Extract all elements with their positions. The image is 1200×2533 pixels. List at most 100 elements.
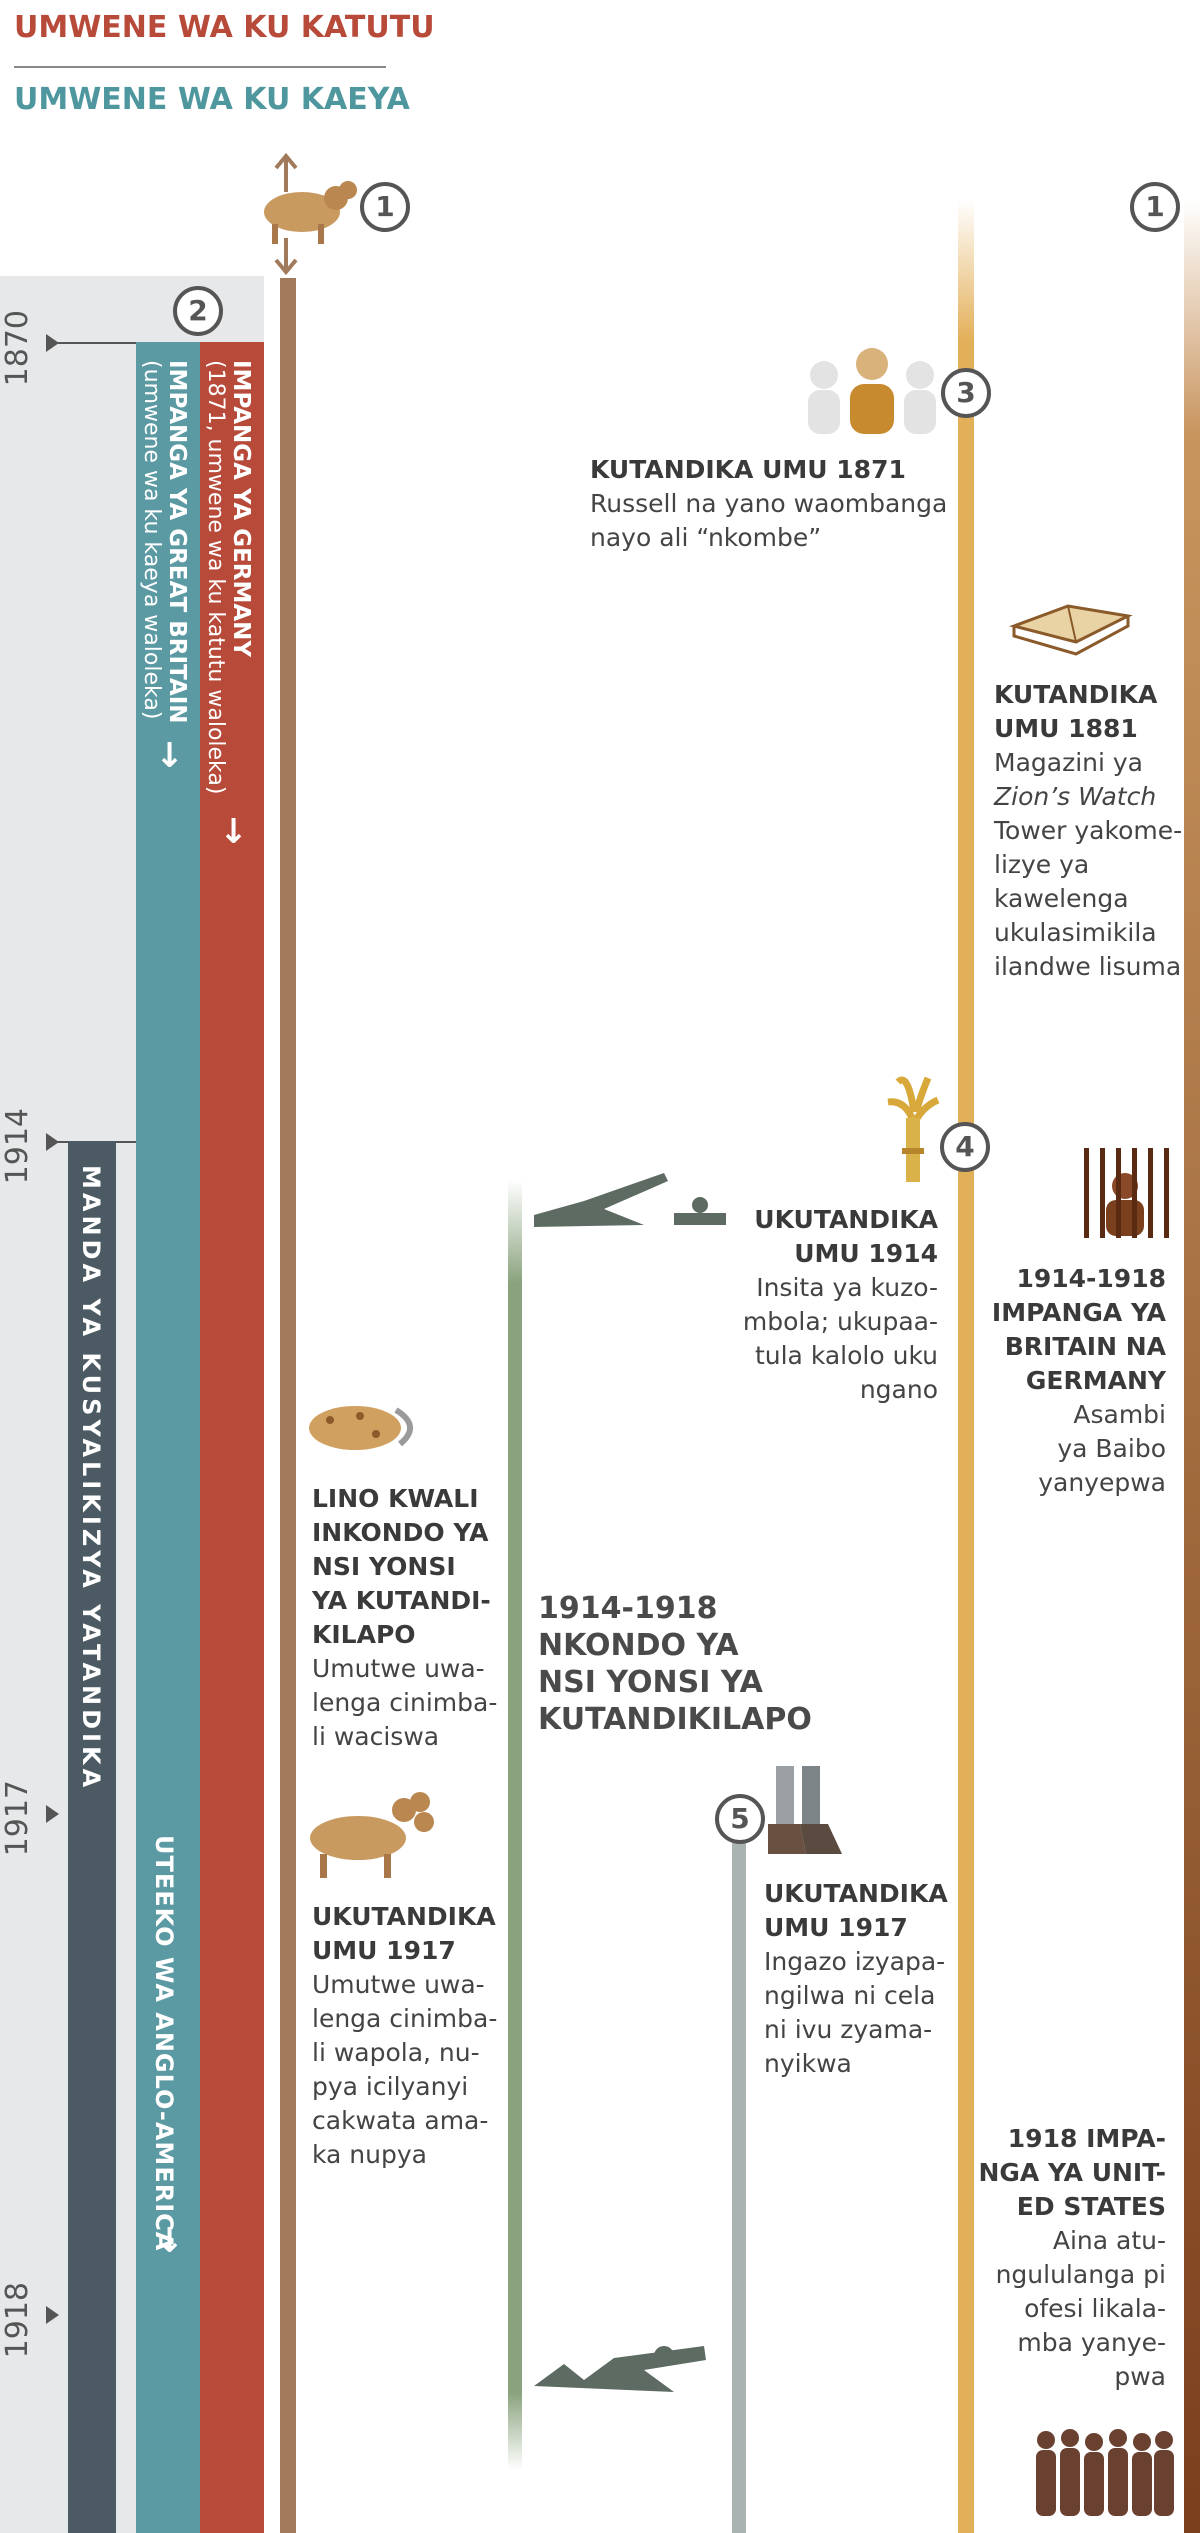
image-timeline-line <box>280 278 296 2533</box>
entry-1918-line-4: mba yanye- <box>1017 2328 1166 2357</box>
marker-1-right: 1 <box>1130 182 1180 232</box>
entry-1918-line-3: ofesi likala- <box>1024 2294 1166 2323</box>
manda-band-label: MANDA YA KUSYALIKIZYA YATANDIKA <box>77 1165 105 1792</box>
entry-1881-line-4: lizye ya <box>994 850 1090 879</box>
year-1870: 1870 <box>0 310 35 387</box>
entry-1914-line-2: mbola; ukupaa- <box>742 1307 938 1336</box>
entry-1881-heading-2: UMU 1881 <box>994 714 1138 743</box>
year-tick-1870 <box>58 342 136 344</box>
legend-top-label: UMWENE WA KU KATUTU <box>14 10 435 45</box>
year-1914: 1914 <box>0 1108 35 1185</box>
entry-1881-line-6: ukulasimikila <box>994 918 1157 947</box>
marker-4: 4 <box>940 1122 990 1172</box>
brown-timeline-line <box>1184 200 1200 2533</box>
anglo-america-arrow-icon: → <box>150 2225 190 2254</box>
entry-britain-germany-heading-4: GERMANY <box>1025 1366 1166 1395</box>
entry-britain-germany-heading-1: 1914-1918 <box>1016 1264 1166 1293</box>
entry-britain-germany: 1914-1918 IMPANGA YA BRITAIN NA GERMANY … <box>960 1262 1166 1500</box>
entry-lino-heading-2: INKONDO YA <box>312 1518 489 1547</box>
entry-1917-feet-line-2: ngilwa ni cela <box>764 1981 936 2010</box>
marker-3: 3 <box>941 368 991 418</box>
marker-5: 5 <box>715 1794 765 1844</box>
entry-1914-heading-1: UKUTANDIKA <box>754 1205 938 1234</box>
entry-1914-line-1: Insita ya kuzo- <box>756 1273 938 1302</box>
entry-1917-feet: UKUTANDIKA UMU 1917 Ingazo izyapa- ngilw… <box>764 1877 954 2081</box>
entry-lino-line-2: lenga cinimba- <box>312 1688 498 1717</box>
entry-1917-feet-heading-1: UKUTANDIKA <box>764 1879 948 1908</box>
entry-britain-germany-line-3: yanyepwa <box>1038 1468 1166 1497</box>
entry-lino-heading-1: LINO KWALI <box>312 1484 479 1513</box>
entry-1914-heading-2: UMU 1914 <box>794 1239 938 1268</box>
anglo-america-label: UTEEKO WA ANGLO-AMERICA <box>150 1835 178 2252</box>
entry-1917-beast-heading-2: UMU 1917 <box>312 1936 456 1965</box>
feet-timeline-line <box>732 1838 746 2533</box>
magazine-book-icon <box>1008 604 1133 656</box>
legend-divider <box>14 66 386 68</box>
crowd-icon <box>1036 2429 1174 2516</box>
gold-timeline-line <box>958 200 974 2533</box>
entry-1881-line-1: Magazini ya <box>994 748 1143 777</box>
entry-1917-feet-line-3: ni ivu zyama- <box>764 2015 933 2044</box>
wheat-sheaf-icon <box>887 1076 940 1182</box>
entry-1881-line-7: ilandwe lisuma <box>994 952 1182 981</box>
britain-band-label: IMPANGA YA GREAT BRITAIN <box>164 360 190 724</box>
russell-group-icon <box>808 348 936 434</box>
entry-world-war-line-3: NSI YONSI YA <box>538 1665 763 1700</box>
entry-1914: UKUTANDIKA UMU 1914 Insita ya kuzo- mbol… <box>700 1203 938 1407</box>
manda-band <box>68 1141 116 2533</box>
seven-headed-beast-icon <box>310 1792 434 1878</box>
entry-1871-line-1: Russell na yano waombanga <box>590 489 948 518</box>
iron-clay-feet-icon <box>768 1766 842 1854</box>
entry-1871-heading: KUTANDIKA UMU 1871 <box>590 455 906 484</box>
year-marker-1870 <box>46 334 59 352</box>
entry-1918: 1918 IMPA- NGA YA UNIT- ED STATES Aina a… <box>960 2122 1166 2394</box>
soldiers-artillery-icon <box>534 1173 726 1227</box>
entry-1918-heading-1: 1918 IMPA- <box>1007 2124 1166 2153</box>
germany-band-label: IMPANGA YA GERMANY <box>228 360 254 658</box>
entry-1881-line-3: Tower yakome- <box>994 816 1183 845</box>
entry-1871: KUTANDIKA UMU 1871 Russell na yano waomb… <box>590 453 950 555</box>
britain-band <box>136 342 200 2533</box>
entry-1918-line-1: Aina atu- <box>1052 2226 1166 2255</box>
entry-world-war-line-1: 1914-1918 <box>538 1591 718 1626</box>
entry-1917-beast-line-6: ka nupya <box>312 2140 427 2169</box>
entry-1881: KUTANDIKA UMU 1881 Magazini ya Zion’s Wa… <box>994 678 1194 984</box>
wounded-beast-icon <box>309 1406 413 1450</box>
entry-1917-beast-line-2: lenga cinimba- <box>312 2004 498 2033</box>
prison-icon <box>1084 1148 1169 1238</box>
britain-arrow-icon: → <box>150 740 190 769</box>
entry-world-war-line-2: NKONDO YA <box>538 1628 739 1663</box>
entry-world-war-line-4: KUTANDIKILAPO <box>538 1702 812 1737</box>
year-marker-1914 <box>46 1133 59 1151</box>
year-marker-1917 <box>46 1805 59 1823</box>
germany-arrow-icon: → <box>214 816 254 845</box>
britain-band-sublabel: (umwene wa ku kaeya waloleka) <box>139 360 164 720</box>
entry-1918-heading-2: NGA YA UNIT- <box>978 2158 1166 2187</box>
entry-1917-beast-line-5: cakwata ama- <box>312 2106 489 2135</box>
entry-1917-beast: UKUTANDIKA UMU 1917 Umutwe uwa- lenga ci… <box>312 1900 502 2172</box>
entry-1917-beast-line-3: li wapola, nu- <box>312 2038 480 2067</box>
year-1918: 1918 <box>0 2282 35 2359</box>
entry-lino-heading-4: YA KUTANDI- <box>312 1586 491 1615</box>
germany-band <box>200 342 264 2533</box>
entry-1914-line-3: tula kalolo uku <box>754 1341 938 1370</box>
entry-1917-beast-line-4: pya icilyanyi <box>312 2072 469 2101</box>
entry-1917-feet-line-4: nyikwa <box>764 2049 852 2078</box>
entry-1881-line-2: Zion’s Watch <box>994 782 1157 811</box>
entry-britain-germany-heading-2: IMPANGA YA <box>991 1298 1166 1327</box>
entry-1918-line-2: ngululanga pi <box>995 2260 1166 2289</box>
soldiers-tank-icon <box>534 2346 706 2392</box>
entry-world-war: 1914-1918 NKONDO YA NSI YONSI YA KUTANDI… <box>538 1590 838 1738</box>
entry-1918-heading-3: ED STATES <box>1016 2192 1166 2221</box>
marker-1-left: 1 <box>360 182 410 232</box>
entry-britain-germany-line-1: Asambi <box>1073 1400 1166 1429</box>
entry-lino-heading-3: NSI YONSI <box>312 1552 456 1581</box>
entry-lino: LINO KWALI INKONDO YA NSI YONSI YA KUTAN… <box>312 1482 502 1754</box>
marker-2: 2 <box>173 286 223 336</box>
legend-bottom-label: UMWENE WA KU KAEYA <box>14 82 410 117</box>
entry-1914-line-4: ngano <box>859 1375 938 1404</box>
entry-britain-germany-line-2: ya Baibo <box>1057 1434 1166 1463</box>
beast-arrows-icon <box>264 152 357 275</box>
year-marker-1918 <box>46 2306 59 2324</box>
entry-1917-feet-line-1: Ingazo izyapa- <box>764 1947 946 1976</box>
